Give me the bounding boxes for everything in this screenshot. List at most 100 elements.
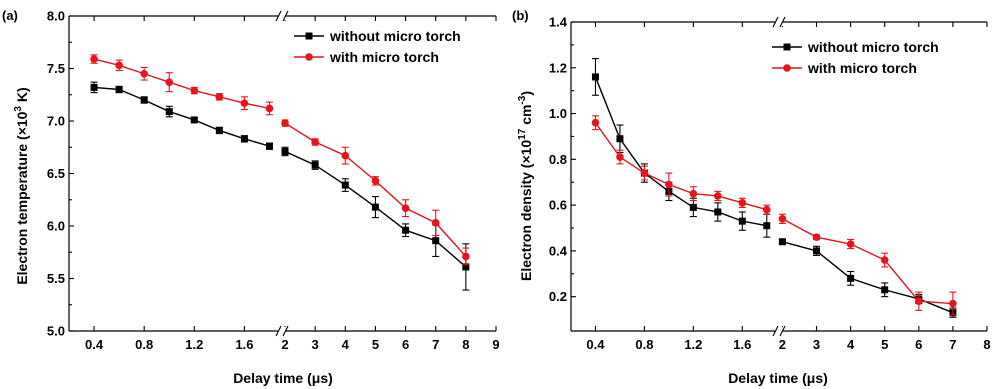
panel-a-series-with-torch-point — [371, 177, 380, 185]
panel-b-series-with-torch-point — [591, 118, 600, 127]
panel-a-series-without-torch-point — [165, 108, 173, 116]
panel-b-series-without-torch-point — [813, 247, 821, 255]
panel-b-axis-break-gap — [775, 18, 783, 26]
panel-a-series-with-torch-point — [401, 204, 410, 212]
panel-b-series-with-torch-line — [594, 122, 767, 211]
panel-b-x-tick-label: 0.8 — [635, 337, 653, 352]
panel-b-legend-marker — [783, 43, 791, 51]
panel-b-series-with-torch-point — [665, 180, 673, 189]
panel-b-y-tick-label: 1.4 — [549, 15, 568, 30]
panel-b-y-tick-label: 1.0 — [549, 106, 567, 121]
panel-a-series-with-torch-point — [140, 69, 148, 78]
panel-a-label: (a) — [2, 8, 18, 23]
panel-a-y-tick-label: 5.5 — [47, 271, 65, 286]
panel-b-series-without-torch-point — [689, 203, 697, 211]
panel-a-series-without-torch-point — [432, 237, 440, 245]
panel-b-legend-label: with micro torch — [807, 60, 917, 76]
panel-a-series-with-torch-point — [190, 86, 199, 95]
panel-a-series-without-torch-point — [90, 83, 98, 91]
panel-a-x-tick-label: 6 — [402, 337, 409, 352]
panel-a-y-tick-label: 6.0 — [47, 219, 65, 234]
panel-b-axis-break-mark — [772, 325, 779, 337]
panel-b-series-without-torch-point — [881, 286, 889, 294]
panel-b-series-with-torch-point — [616, 153, 624, 161]
panel-b-series-without-torch-point — [591, 73, 599, 81]
panel-b-axis-break-mark — [779, 325, 786, 337]
panel-a-series-with-torch-point — [90, 55, 98, 63]
panel-a-legend-label: with micro torch — [329, 49, 439, 65]
panel-b-y-tick-label: 0.2 — [549, 289, 567, 304]
panel-b-series-with-torch-point — [689, 189, 698, 198]
panel-b-series-with-torch-point — [812, 233, 821, 241]
panel-a-series-with-torch-point — [265, 104, 274, 113]
panel-b-x-tick-label: 2 — [779, 337, 786, 352]
panel-b-x-tick-label: 5 — [881, 337, 888, 352]
panel-a-axis-break-mark — [275, 10, 282, 22]
panel-b-axis-break-mark — [779, 16, 786, 28]
panel-a-series-without-torch-point — [402, 226, 410, 234]
panel-b-series-with-torch-line — [782, 218, 953, 305]
panel-a-series-with-torch-point — [115, 61, 123, 70]
panel-b-x-tick-label: 4 — [847, 337, 855, 352]
panel-b-series-without-torch-point — [738, 217, 746, 225]
panel-a-y-axis-title: Electron temperature (×103 K) — [13, 87, 30, 284]
panel-a-series-without-torch-point — [281, 147, 289, 155]
panel-b-x-tick-label: 8 — [983, 337, 990, 352]
panel-a-axis-break-mark — [275, 325, 282, 337]
panel-a-series-without-torch-point — [311, 161, 319, 169]
panel-b-y-tick-label: 1.2 — [549, 60, 567, 75]
panel-b-x-tick-label: 6 — [915, 337, 922, 352]
panel-b-x-tick-label: 1.6 — [733, 337, 751, 352]
panel-b-series-with-torch-point — [915, 297, 923, 306]
panel-a-legend-marker — [305, 32, 313, 40]
panel-b-x-tick-label: 0.4 — [586, 337, 605, 352]
panel-b-series-with-torch-point — [846, 240, 855, 248]
panel-a-temperature-chart: (a) Electron temperature (×103 K) Delay … — [2, 8, 500, 386]
panel-a-series-with-torch-point — [431, 219, 440, 227]
panel-a-x-tick-label: 7 — [432, 337, 439, 352]
panel-b-series-with-torch-point — [762, 205, 771, 214]
panel-a-x-tick-label: 5 — [372, 337, 379, 352]
panel-a-plot-area: 5.0 5.5 6.0 6.5 7.0 7.5 8.0 0.4 0.8 1.2 1.6 2 3 4 5 6 7 8… — [47, 9, 500, 353]
panel-b-series-without-torch-point — [616, 135, 624, 143]
panel-b-series-with-torch-point — [880, 256, 889, 264]
panel-b-legend-label: without micro torch — [807, 39, 939, 55]
panel-b-series-with-torch-point — [778, 215, 787, 223]
panel-a-series-without-torch-point — [341, 181, 349, 189]
panel-a-series-without-torch-point — [215, 126, 223, 134]
panel-a-x-tick-label: 3 — [312, 337, 319, 352]
panel-a-series-without-torch-point — [240, 135, 248, 143]
panel-a-series-with-torch-point — [462, 252, 470, 261]
panel-b-series-with-torch-point — [714, 192, 722, 200]
panel-a-x-axis-title: Delay time (μs) — [233, 370, 333, 386]
panel-a-series-without-torch-point — [371, 203, 379, 211]
panel-b-series-without-torch-point — [778, 238, 786, 246]
panel-b-axis-break-mark — [772, 16, 779, 28]
panel-a-x-tick-label: 8 — [462, 337, 469, 352]
panel-a-legend-label: without micro torch — [329, 28, 461, 44]
panel-a-x-tick-label: 0.8 — [135, 337, 153, 352]
panel-a-series-without-torch-point — [115, 86, 123, 93]
panel-b-x-tick-label: 1.2 — [684, 337, 702, 352]
panel-b-series-without-torch-point — [714, 208, 722, 216]
panel-b-plot-area: 0.2 0.4 0.6 0.8 1.0 1.2 1.4 0.4 0.8 1.2 1.6 2 3 4 5 6 7 8… — [549, 15, 991, 353]
panel-a-series-with-torch-point — [281, 119, 289, 127]
panel-a-series-without-torch-point — [190, 116, 198, 124]
panel-a-legend-marker — [305, 53, 313, 61]
panel-a-y-tick-label: 7.0 — [47, 114, 65, 129]
panel-a-x-tick-label: 4 — [342, 337, 350, 352]
panel-a-y-tick-label: 5.0 — [47, 324, 65, 339]
panel-a-series-with-torch-point — [240, 99, 249, 107]
panel-b-legend-marker — [783, 64, 791, 72]
panel-a-axis-break-mark — [282, 10, 289, 22]
panel-b-series-without-torch-point — [847, 274, 855, 282]
panel-a-y-tick-label: 6.5 — [47, 166, 65, 181]
panel-a-series-with-torch-point — [215, 93, 224, 101]
panel-a-series-without-torch-point — [462, 263, 470, 271]
panel-b-label: (b) — [512, 8, 529, 23]
panel-a-series-with-torch-point — [165, 78, 174, 86]
panel-b-series-with-torch-point — [949, 299, 957, 308]
panel-b-y-tick-label: 0.4 — [549, 243, 568, 258]
panel-a-series-with-torch-line — [93, 58, 270, 110]
